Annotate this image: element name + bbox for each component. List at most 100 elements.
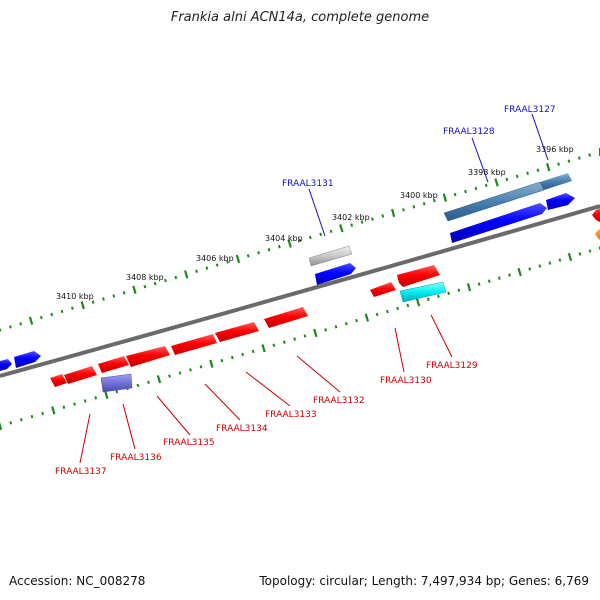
- minor-tick: [360, 220, 364, 224]
- forward-genes: [0, 173, 600, 371]
- minor-tick: [50, 312, 54, 317]
- minor-tick: [588, 249, 592, 253]
- minor-tick: [241, 352, 245, 357]
- tick-label-3406: 3406 kbp: [196, 254, 234, 263]
- tick-label-3408: 3408 kbp: [126, 273, 164, 282]
- minor-tick: [453, 192, 457, 197]
- minor-tick: [39, 315, 43, 320]
- gene-arrow-fraal3127[interactable]: [540, 173, 572, 190]
- gene-label-fraal3131[interactable]: FRAAL3131: [282, 179, 334, 189]
- minor-tick: [62, 405, 66, 409]
- minor-tick: [447, 291, 451, 295]
- minor-tick: [71, 306, 74, 310]
- gene-arrow-fraal3131[interactable]: [308, 245, 353, 267]
- gene-label-fraal3127[interactable]: FRAAL3127: [504, 105, 556, 115]
- gene-arrow-fraal3130[interactable]: [397, 265, 440, 287]
- tick-label-3396: 3396 kbp: [536, 145, 574, 154]
- minor-tick: [538, 264, 542, 268]
- gene-label-fraal3129[interactable]: FRAAL3129: [426, 361, 478, 371]
- gene-label-fraal3137[interactable]: FRAAL3137: [55, 467, 107, 477]
- minor-tick: [30, 414, 34, 419]
- gene-label-fraal3128[interactable]: FRAAL3128: [443, 127, 495, 137]
- minor-tick: [406, 303, 410, 308]
- minor-tick: [41, 411, 45, 416]
- gene-arrow-fraal3129[interactable]: [399, 281, 447, 303]
- minor-tick: [73, 402, 76, 406]
- gene-arrow-reverse-red-c[interactable]: [50, 374, 67, 387]
- minor-tick: [220, 358, 224, 363]
- minor-tick: [477, 282, 481, 286]
- gene-label-fraal3135[interactable]: FRAAL3135: [163, 438, 215, 448]
- major-tick: [415, 298, 421, 307]
- gene-arrow-edge-orange[interactable]: [595, 229, 600, 240]
- forward-leader-lines: [308, 113, 549, 237]
- gene-label-fraal3136[interactable]: FRAAL3136: [110, 453, 162, 463]
- major-tick: [184, 270, 189, 279]
- gene-arrow-fraal3135[interactable]: [126, 346, 170, 367]
- minor-tick: [386, 309, 389, 314]
- topology-summary: Topology: circular; Length: 7,497,934 bp…: [259, 574, 589, 588]
- minor-tick: [143, 284, 147, 289]
- gene-arrow-forward-blue-1[interactable]: [450, 203, 547, 243]
- minor-tick: [324, 328, 328, 332]
- tick-label-3410: 3410 kbp: [56, 292, 94, 301]
- minor-tick: [526, 171, 529, 175]
- major-tick: [364, 313, 370, 322]
- gene-arrow-reverse-red-a[interactable]: [370, 282, 396, 297]
- gene-arrow-fraal3128[interactable]: [443, 181, 545, 222]
- major-tick: [466, 283, 472, 292]
- minor-tick: [536, 168, 540, 172]
- minor-tick: [355, 318, 358, 323]
- major-tick: [494, 178, 499, 187]
- major-tick: [517, 267, 522, 277]
- gene-label-fraal3132[interactable]: FRAAL3132: [313, 396, 365, 406]
- minor-tick: [558, 258, 562, 262]
- major-tick: [104, 390, 109, 399]
- major-tick: [567, 252, 573, 262]
- gene-arrow-edge-red[interactable]: [592, 208, 600, 222]
- gene-arrow-reverse-red-b[interactable]: [98, 356, 129, 373]
- minor-tick: [94, 396, 98, 400]
- minor-tick: [115, 389, 119, 394]
- minor-tick: [9, 421, 13, 425]
- minor-tick: [136, 383, 140, 388]
- minor-tick: [528, 267, 532, 271]
- gene-arrow-fraal3132[interactable]: [264, 307, 308, 328]
- major-tick: [80, 301, 85, 310]
- minor-tick: [19, 322, 23, 326]
- minor-tick: [91, 300, 95, 304]
- minor-tick: [147, 380, 150, 384]
- gene-arrow-forward-blue-3[interactable]: [315, 263, 356, 285]
- gene-label-fraal3130[interactable]: FRAAL3130: [380, 376, 432, 386]
- major-tick: [51, 406, 56, 415]
- major-tick: [546, 162, 551, 172]
- minor-tick: [298, 238, 302, 243]
- minor-tick: [251, 349, 255, 354]
- gene-arrow-forward-blue-2[interactable]: [546, 193, 575, 210]
- gene-label-fraal3133[interactable]: FRAAL3133: [265, 410, 317, 420]
- major-tick: [156, 375, 162, 384]
- minor-tick: [164, 278, 167, 283]
- minor-tick: [293, 337, 297, 341]
- minor-tick: [174, 275, 178, 280]
- reverse-genes: [50, 265, 447, 393]
- minor-tick: [371, 217, 374, 221]
- gene-arrow-fraal3133[interactable]: [215, 322, 259, 342]
- minor-tick: [189, 368, 192, 372]
- tick-label-3402: 3402 kbp: [332, 213, 370, 222]
- gene-arrow-fraal3137[interactable]: [64, 366, 97, 384]
- minor-tick: [122, 291, 126, 295]
- gene-arrow-forward-blue-5[interactable]: [0, 359, 12, 371]
- minor-tick: [474, 186, 478, 191]
- gene-label-fraal3134[interactable]: FRAAL3134: [216, 424, 268, 434]
- gene-arrow-fraal3136[interactable]: [100, 373, 133, 393]
- gene-arrow-fraal3134[interactable]: [171, 334, 217, 355]
- minor-tick: [426, 297, 430, 302]
- minor-tick: [282, 340, 286, 344]
- minor-tick: [484, 183, 488, 188]
- inner-tick-track: [0, 246, 600, 431]
- major-tick: [132, 285, 137, 294]
- minor-tick: [588, 153, 592, 157]
- genome-backbone: [0, 204, 600, 378]
- gene-arrow-forward-blue-4[interactable]: [14, 351, 41, 368]
